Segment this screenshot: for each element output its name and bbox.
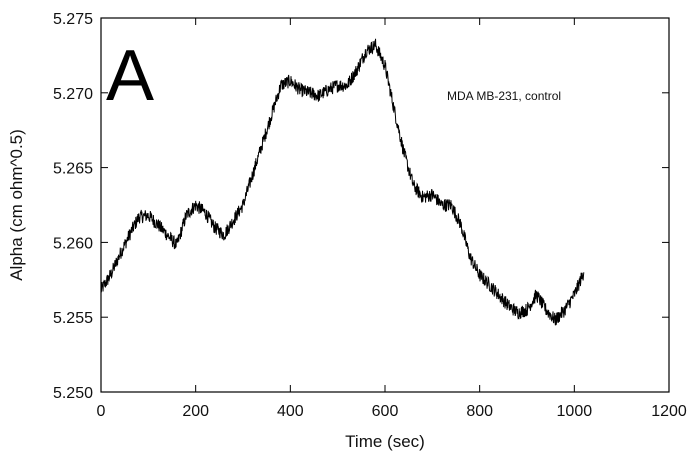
panel-label: A [106, 36, 154, 116]
x-axis-title: Time (sec) [345, 432, 425, 451]
x-tick-label: 0 [97, 403, 106, 420]
y-tick-label: 5.255 [53, 310, 93, 327]
y-tick-label: 5.270 [53, 86, 93, 103]
plot-frame [100, 17, 670, 393]
x-tick-label: 400 [277, 403, 304, 420]
x-tick-label: 600 [372, 403, 399, 420]
x-tick-label: 1000 [557, 403, 593, 420]
y-tick-label: 5.265 [53, 161, 93, 178]
y-axis-title: Alpha (cm ohm^0.5) [7, 129, 26, 281]
series-line [100, 38, 585, 326]
x-tick-label: 800 [466, 403, 493, 420]
y-tick-label: 5.260 [53, 235, 93, 252]
x-tick-label: 200 [182, 403, 209, 420]
annotation-text: MDA MB-231, control [447, 89, 561, 103]
y-tick-label: 5.275 [53, 11, 93, 28]
y-tick-label: 5.250 [53, 385, 93, 402]
ticks [100, 17, 670, 393]
x-tick-label: 1200 [651, 403, 687, 420]
tick-labels: 0 200 400 600 800 1000 1200 5.250 5.255 5.260 5.26… [53, 11, 687, 420]
